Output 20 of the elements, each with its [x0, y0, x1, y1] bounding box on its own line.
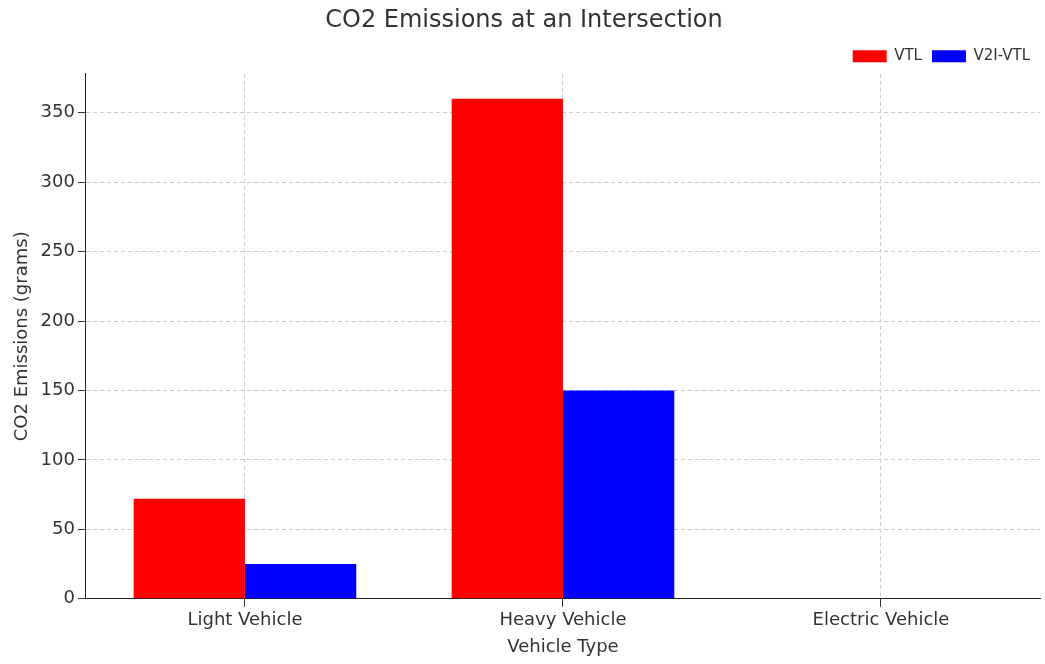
chart-title: CO2 Emissions at an Intersection — [325, 4, 723, 33]
y-tick-label: 100 — [40, 447, 75, 469]
bar — [562, 390, 675, 599]
x-axis-title: Vehicle Type — [507, 634, 619, 656]
legend-label: V2I-VTL — [973, 46, 1031, 65]
bar — [244, 564, 357, 599]
bar — [133, 498, 245, 599]
y-tick-label: 350 — [40, 100, 75, 122]
x-tick-label: Electric Vehicle — [812, 608, 950, 630]
y-tick-label: 300 — [40, 169, 75, 191]
y-tick-label: 200 — [40, 308, 75, 330]
x-tick-label: Light Vehicle — [187, 608, 303, 630]
y-tick-label: 50 — [52, 517, 75, 539]
y-tick-label: 150 — [40, 378, 75, 400]
y-axis-title: CO2 Emissions (grams) — [10, 231, 32, 442]
x-tick-label: Heavy Vehicle — [499, 608, 627, 630]
y-tick-label: 250 — [40, 239, 75, 261]
y-tick-label: 0 — [63, 586, 75, 608]
legend-label: VTL — [894, 46, 923, 65]
bar — [451, 98, 563, 599]
